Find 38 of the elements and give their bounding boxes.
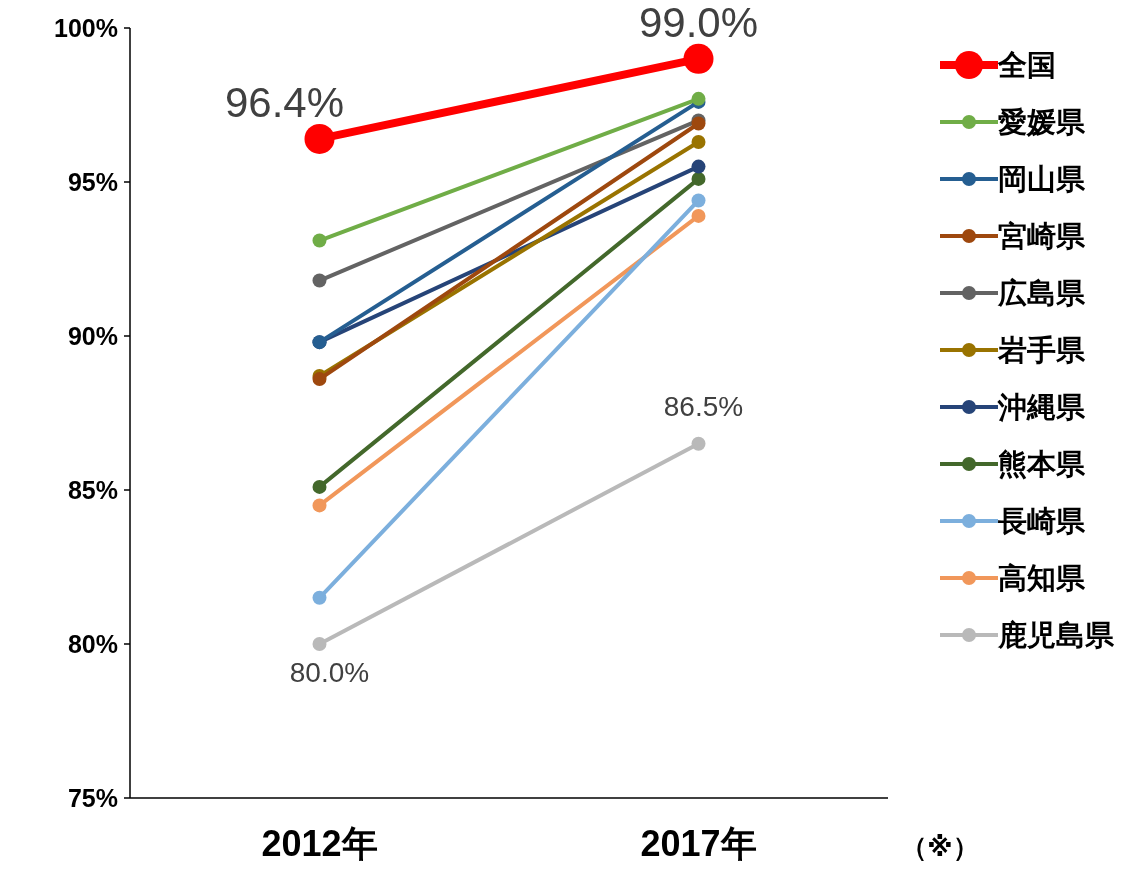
legend-label: 岡山県 <box>998 163 1086 195</box>
point <box>691 171 706 186</box>
legend-label: 高知県 <box>998 562 1086 594</box>
point <box>683 43 714 74</box>
point <box>691 193 706 208</box>
legend-label: 岩手県 <box>997 334 1086 366</box>
legend-label: 熊本県 <box>998 448 1086 480</box>
data-label: 86.5% <box>663 390 744 422</box>
legend-label: 全国 <box>997 49 1056 81</box>
y-tick-label: 95% <box>67 168 118 196</box>
y-tick-label: 80% <box>67 630 118 658</box>
y-tick-label: 85% <box>67 476 118 504</box>
data-label: 99.0% <box>638 0 759 46</box>
point <box>312 498 327 513</box>
point <box>304 123 335 154</box>
legend-label: 広島県 <box>997 277 1086 309</box>
point <box>691 134 706 149</box>
legend-label: 沖縄県 <box>997 391 1086 423</box>
data-label: 96.4% <box>224 78 345 126</box>
point <box>312 637 327 651</box>
x-tick-label: 2012年 <box>261 823 378 864</box>
point <box>691 208 706 223</box>
legend-label: 愛媛県 <box>998 106 1086 138</box>
legend-label: 長崎県 <box>997 505 1086 537</box>
point <box>312 273 327 288</box>
x-tick-label: 2017年 <box>640 823 757 864</box>
data-label: 80.0% <box>289 657 370 688</box>
point <box>691 159 706 174</box>
legend-label: 宮崎県 <box>998 220 1086 252</box>
y-tick-label: 90% <box>67 322 118 350</box>
point <box>312 590 327 605</box>
y-tick-label: 100% <box>54 14 118 42</box>
y-tick-label: 75% <box>67 784 118 812</box>
point <box>312 479 327 494</box>
text: （※） <box>901 832 979 862</box>
point <box>312 233 327 248</box>
point <box>691 436 706 451</box>
legend-label: 鹿児島県 <box>997 619 1115 651</box>
